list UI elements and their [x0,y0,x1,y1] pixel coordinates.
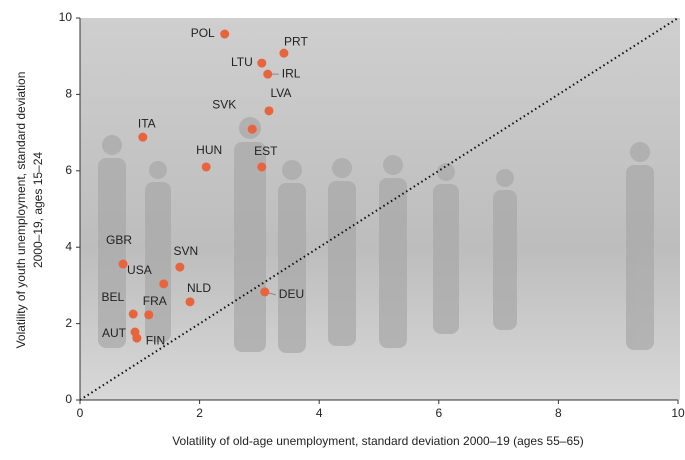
x-tick-label: 6 [435,406,442,420]
x-tick-label: 0 [77,406,84,420]
point [263,70,272,79]
point-label: FRA [143,294,167,308]
point-label: USA [127,263,152,277]
point-label: POL [191,26,215,40]
x-tick-label: 4 [316,406,323,420]
point [248,125,257,134]
point-label: DEU [279,287,304,301]
point-label: LTU [231,55,253,69]
point [202,162,211,171]
point-label: PRT [284,34,308,48]
point [175,263,184,272]
point [138,133,147,142]
x-axis-label: Volatility of old-age unemployment, stan… [172,434,584,448]
point [129,310,138,319]
point-label: SVN [174,244,199,258]
point-label: AUT [102,326,127,340]
point-label: IRL [282,66,301,80]
y-axis-label: 2000–19, ages 15–24 [31,152,45,268]
point-label: NLD [187,281,211,295]
point [132,334,141,343]
point-label: ITA [138,116,156,130]
y-tick-label: 2 [65,316,72,330]
y-tick-label: 10 [59,10,73,24]
y-tick-label: 0 [65,392,72,406]
y-tick-label: 8 [65,87,72,101]
y-tick-label: 6 [65,163,72,177]
point [220,30,229,39]
point-label: SVK [212,97,236,111]
point [264,106,273,115]
y-axis-label: Volatility of youth unemployment, standa… [14,72,28,349]
point [186,297,195,306]
point [260,287,269,296]
point-label: LVA [271,86,292,100]
point [279,49,288,58]
x-tick-label: 2 [196,406,203,420]
point-label: FIN [146,333,165,347]
x-tick-label: 8 [555,406,562,420]
point [257,59,266,68]
point-label: EST [254,144,278,158]
point [144,310,153,319]
point-label: GBR [106,233,132,247]
chart: Volatility of old-age unemployment, stan… [0,0,685,455]
point [159,279,168,288]
point-label: BEL [102,290,125,304]
y-tick-label: 4 [65,239,72,253]
point [257,162,266,171]
x-tick-label: 10 [671,406,685,420]
point-label: HUN [196,143,222,157]
